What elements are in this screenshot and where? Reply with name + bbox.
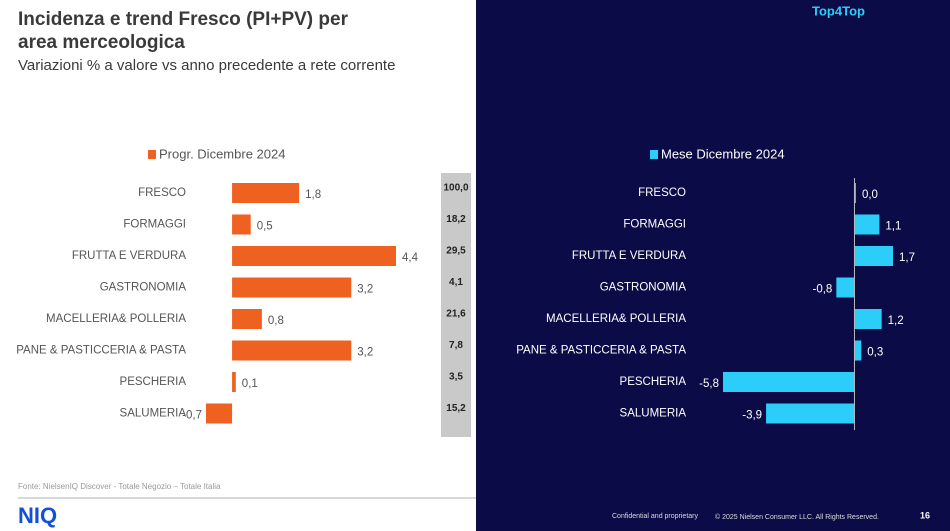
category-label: SALUMERIA (620, 408, 687, 420)
category-label: MACELLERIA& POLLERIA (46, 313, 186, 325)
value-label: 1,2 (888, 315, 904, 327)
bar (854, 214, 880, 235)
category-label: FORMAGGI (123, 219, 186, 231)
value-label: -5,8 (699, 378, 719, 390)
incidence-value: 21,6 (446, 309, 466, 320)
value-label: 0,8 (268, 315, 284, 327)
title: Incidenza e trend Fresco (PI+PV) per area… (18, 9, 349, 53)
bar (766, 403, 855, 424)
value-label: 3,2 (357, 347, 373, 359)
legend-label: Mese Dicembre 2024 (661, 146, 785, 161)
legend-swatch (148, 150, 156, 159)
bar (854, 309, 882, 329)
category-label: PESCHERIA (620, 376, 687, 388)
value-label: -0,7 (182, 410, 202, 422)
incidence-value: 29,5 (446, 246, 466, 257)
incidence-value: 4,1 (449, 277, 463, 288)
bar (232, 183, 300, 203)
incidence-value: 100,0 (443, 183, 468, 194)
category-label: FRESCO (138, 187, 186, 199)
value-label: 1,7 (899, 252, 915, 264)
category-label: PANE & PASTICCERIA & PASTA (16, 345, 186, 357)
value-label: 0,0 (862, 189, 878, 201)
bar (232, 340, 352, 361)
incidence-value: 3,5 (449, 372, 463, 383)
category-label: FORMAGGI (623, 219, 686, 231)
category-label: MACELLERIA& POLLERIA (546, 313, 686, 325)
incidence-value: 18,2 (446, 214, 466, 225)
bar (232, 309, 262, 329)
category-label: FRUTTA E VERDURA (72, 250, 186, 262)
page-number: 16 (920, 510, 930, 520)
subtitle: Variazioni % a valore vs anno precedente… (18, 57, 395, 74)
legend-label: Progr. Dicembre 2024 (159, 146, 285, 161)
bar (232, 214, 251, 235)
logo: NIQ (18, 503, 57, 528)
copyright: © 2025 Nielsen Consumer LLC. All Rights … (715, 513, 879, 521)
value-label: 4,4 (402, 252, 419, 264)
category-label: PESCHERIA (120, 376, 187, 388)
bar (232, 372, 236, 392)
value-label: 1,1 (885, 221, 901, 233)
bar (232, 277, 352, 298)
category-label: FRESCO (638, 187, 686, 199)
bar (206, 403, 233, 424)
value-label: 1,8 (305, 189, 321, 201)
category-label: FRUTTA E VERDURA (572, 250, 686, 262)
source-note: Fonte: NielsenIQ Discover - Totale Negoz… (18, 482, 221, 491)
bar (854, 340, 862, 361)
incidence-value: 15,2 (446, 403, 466, 414)
bar (232, 246, 396, 266)
value-label: -0,8 (813, 284, 833, 296)
value-label: 0,5 (257, 221, 273, 233)
badge: Top4Top (812, 3, 865, 18)
incidence-value: 7,8 (449, 340, 463, 351)
value-label: 0,1 (242, 378, 258, 390)
incidence-column (441, 173, 471, 437)
bar (836, 277, 855, 298)
bar (723, 372, 855, 392)
bar (854, 246, 893, 266)
category-label: SALUMERIA (120, 408, 187, 420)
confidential: Confidential and proprietary (612, 513, 698, 520)
value-label: 3,2 (357, 284, 373, 296)
category-label: GASTRONOMIA (600, 282, 687, 294)
value-label: -3,9 (742, 410, 762, 422)
legend-swatch (650, 150, 658, 159)
category-label: PANE & PASTICCERIA & PASTA (516, 345, 686, 357)
value-label: 0,3 (867, 347, 883, 359)
category-label: GASTRONOMIA (100, 282, 187, 294)
bar (854, 183, 856, 203)
